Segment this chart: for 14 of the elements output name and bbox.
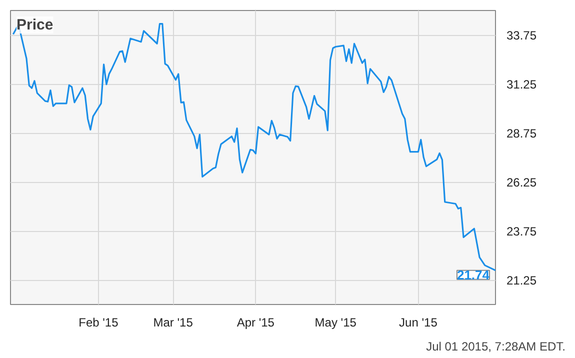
x-tick-label: Feb '15 — [78, 316, 119, 330]
y-tick-label: 23.75 — [506, 224, 537, 238]
x-tick-label: Jun '15 — [399, 316, 438, 330]
annotation: 21.74 — [456, 267, 490, 282]
text: Jul 01 2015, 7:28AM EDT. — [426, 340, 566, 354]
y-tick-label: 31.25 — [506, 78, 537, 92]
y-tick-label: 21.25 — [506, 274, 537, 288]
x-tick-label: May '15 — [314, 316, 357, 330]
chart-title: Price — [16, 16, 54, 34]
y-tick-label: 26.25 — [506, 176, 537, 190]
x-tick-label: Mar '15 — [153, 316, 194, 330]
y-tick-label: 28.75 — [506, 126, 537, 140]
x-tick-label: Apr '15 — [236, 316, 275, 330]
y-tick-label: 33.75 — [506, 28, 537, 42]
